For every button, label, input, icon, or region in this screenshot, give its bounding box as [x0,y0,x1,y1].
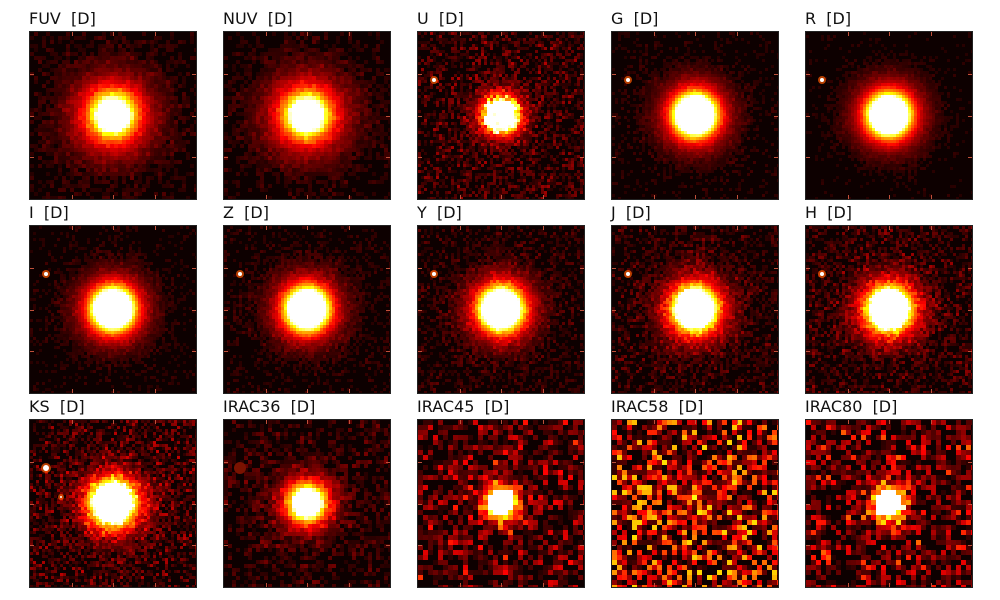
thumbnail-canvas [806,226,972,393]
panel-r: R [D] [805,10,973,200]
panel-title: KS [D] [29,398,85,416]
star-blob [234,462,246,474]
thumbnail-canvas [612,226,778,393]
panel-title: R [D] [805,10,851,28]
thumbnail-canvas [224,420,390,587]
star-point [626,78,630,82]
h-image [805,225,973,394]
i-image [29,225,197,394]
panel-ks: KS [D] [29,398,197,588]
irac58-image [611,419,779,588]
thumbnail-canvas [418,226,584,393]
irac36-image [223,419,391,588]
panel-title: NUV [D] [223,10,293,28]
star-point [820,78,824,82]
panel-i: I [D] [29,204,197,394]
thumbnail-canvas [806,32,972,199]
panel-title: IRAC58 [D] [611,398,703,416]
thumbnail-canvas [30,32,196,199]
thumbnail-canvas [612,420,778,587]
star-point [238,272,242,276]
panel-nuv: NUV [D] [223,10,391,200]
u-image [417,31,585,200]
panel-z: Z [D] [223,204,391,394]
fuv-image [29,31,197,200]
star-point [626,272,630,276]
ks-image [29,419,197,588]
panel-h: H [D] [805,204,973,394]
panel-j: J [D] [611,204,779,394]
thumbnail-canvas [224,226,390,393]
j-image [611,225,779,394]
panel-title: FUV [D] [29,10,96,28]
g-image [611,31,779,200]
thumbnail-canvas [30,420,196,587]
nuv-image [223,31,391,200]
star-point [44,272,48,276]
panel-y: Y [D] [417,204,585,394]
panel-title: Z [D] [223,204,269,222]
panel-title: IRAC36 [D] [223,398,315,416]
r-image [805,31,973,200]
thumbnail-canvas [30,226,196,393]
panel-title: I [D] [29,204,69,222]
star-point [60,496,62,498]
irac45-image [417,419,585,588]
panel-g: G [D] [611,10,779,200]
thumbnail-canvas [806,420,972,587]
star-point [820,272,824,276]
panel-title: U [D] [417,10,464,28]
z-image [223,225,391,394]
panel-title: Y [D] [417,204,462,222]
panel-irac58: IRAC58 [D] [611,398,779,588]
panel-u: U [D] [417,10,585,200]
panel-title: IRAC80 [D] [805,398,897,416]
star-point [43,465,49,471]
panel-irac36: IRAC36 [D] [223,398,391,588]
star-point [432,272,436,276]
panel-irac80: IRAC80 [D] [805,398,973,588]
panel-title: H [D] [805,204,852,222]
thumbnail-canvas [418,32,584,199]
star-point [432,78,436,82]
panel-title: J [D] [611,204,651,222]
thumbnail-canvas [612,32,778,199]
y-image [417,225,585,394]
panel-fuv: FUV [D] [29,10,197,200]
panel-title: G [D] [611,10,658,28]
thumbnail-canvas [224,32,390,199]
panel-irac45: IRAC45 [D] [417,398,585,588]
thumbnail-canvas [418,420,584,587]
irac80-image [805,419,973,588]
panel-title: IRAC45 [D] [417,398,509,416]
